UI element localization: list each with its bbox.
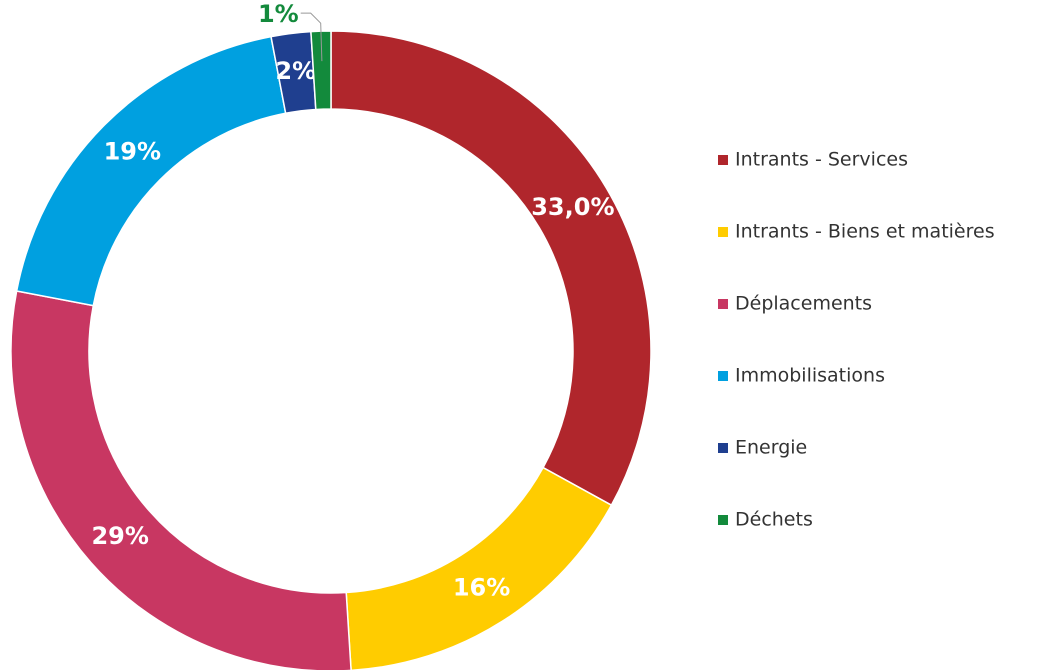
leader-line	[300, 12, 323, 62]
data-label: 33,0%	[531, 193, 614, 221]
data-label: 29%	[91, 522, 148, 550]
data-label: 19%	[104, 137, 161, 165]
data-label: 2%	[275, 57, 316, 85]
legend-label: Immobilisations	[735, 365, 885, 387]
legend-label: Intrants - Biens et matières	[735, 221, 995, 243]
legend-swatch	[718, 443, 728, 453]
slice	[310, 30, 332, 111]
data-label: 16%	[453, 573, 510, 601]
slice	[15, 35, 287, 307]
legend-label: Déchets	[735, 509, 813, 531]
legend-swatch	[718, 371, 728, 381]
legend-swatch	[718, 227, 728, 237]
slice	[10, 290, 352, 670]
data-label: 1%	[258, 0, 299, 28]
slice	[345, 466, 613, 670]
slice	[330, 30, 652, 507]
legend-label: Intrants - Services	[735, 149, 908, 171]
legend-swatch	[718, 155, 728, 165]
legend-swatch	[718, 299, 728, 309]
legend-swatch	[718, 515, 728, 525]
legend-label: Energie	[735, 437, 807, 459]
legend-label: Déplacements	[735, 293, 872, 315]
